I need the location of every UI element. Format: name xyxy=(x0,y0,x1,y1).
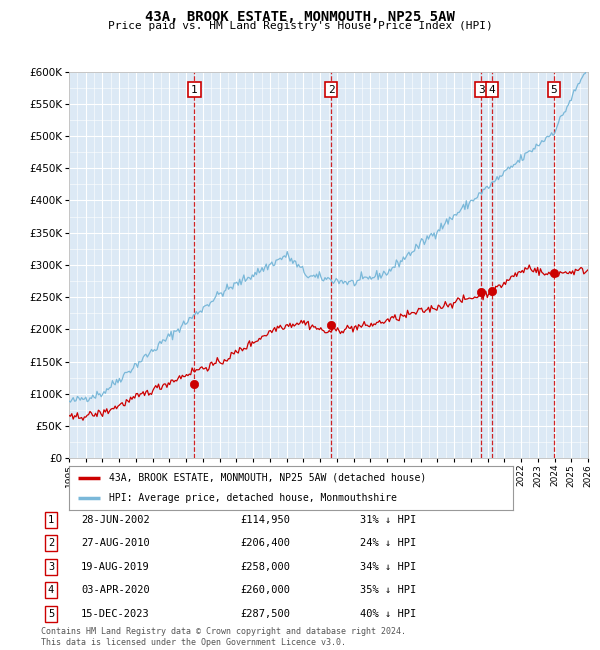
Text: 4: 4 xyxy=(488,84,495,94)
Text: 34% ↓ HPI: 34% ↓ HPI xyxy=(360,562,416,572)
Text: 31% ↓ HPI: 31% ↓ HPI xyxy=(360,515,416,525)
Text: Price paid vs. HM Land Registry's House Price Index (HPI): Price paid vs. HM Land Registry's House … xyxy=(107,21,493,31)
Text: 43A, BROOK ESTATE, MONMOUTH, NP25 5AW (detached house): 43A, BROOK ESTATE, MONMOUTH, NP25 5AW (d… xyxy=(109,473,426,482)
Text: 5: 5 xyxy=(550,84,557,94)
Text: 4: 4 xyxy=(48,585,54,595)
Text: 35% ↓ HPI: 35% ↓ HPI xyxy=(360,585,416,595)
Text: 27-AUG-2010: 27-AUG-2010 xyxy=(81,538,150,549)
Text: 15-DEC-2023: 15-DEC-2023 xyxy=(81,608,150,619)
Text: £260,000: £260,000 xyxy=(240,585,290,595)
Text: 19-AUG-2019: 19-AUG-2019 xyxy=(81,562,150,572)
Text: 1: 1 xyxy=(191,84,198,94)
Text: Contains HM Land Registry data © Crown copyright and database right 2024.
This d: Contains HM Land Registry data © Crown c… xyxy=(41,627,406,647)
Text: 2: 2 xyxy=(328,84,334,94)
Text: 40% ↓ HPI: 40% ↓ HPI xyxy=(360,608,416,619)
Text: 24% ↓ HPI: 24% ↓ HPI xyxy=(360,538,416,549)
Text: 3: 3 xyxy=(478,84,485,94)
Text: £258,000: £258,000 xyxy=(240,562,290,572)
Text: 1: 1 xyxy=(48,515,54,525)
Text: 3: 3 xyxy=(48,562,54,572)
Text: £206,400: £206,400 xyxy=(240,538,290,549)
Text: 5: 5 xyxy=(48,608,54,619)
Text: 03-APR-2020: 03-APR-2020 xyxy=(81,585,150,595)
Text: HPI: Average price, detached house, Monmouthshire: HPI: Average price, detached house, Monm… xyxy=(109,493,397,503)
Text: 43A, BROOK ESTATE, MONMOUTH, NP25 5AW: 43A, BROOK ESTATE, MONMOUTH, NP25 5AW xyxy=(145,10,455,24)
Text: £114,950: £114,950 xyxy=(240,515,290,525)
Text: 28-JUN-2002: 28-JUN-2002 xyxy=(81,515,150,525)
Text: 2: 2 xyxy=(48,538,54,549)
Text: £287,500: £287,500 xyxy=(240,608,290,619)
